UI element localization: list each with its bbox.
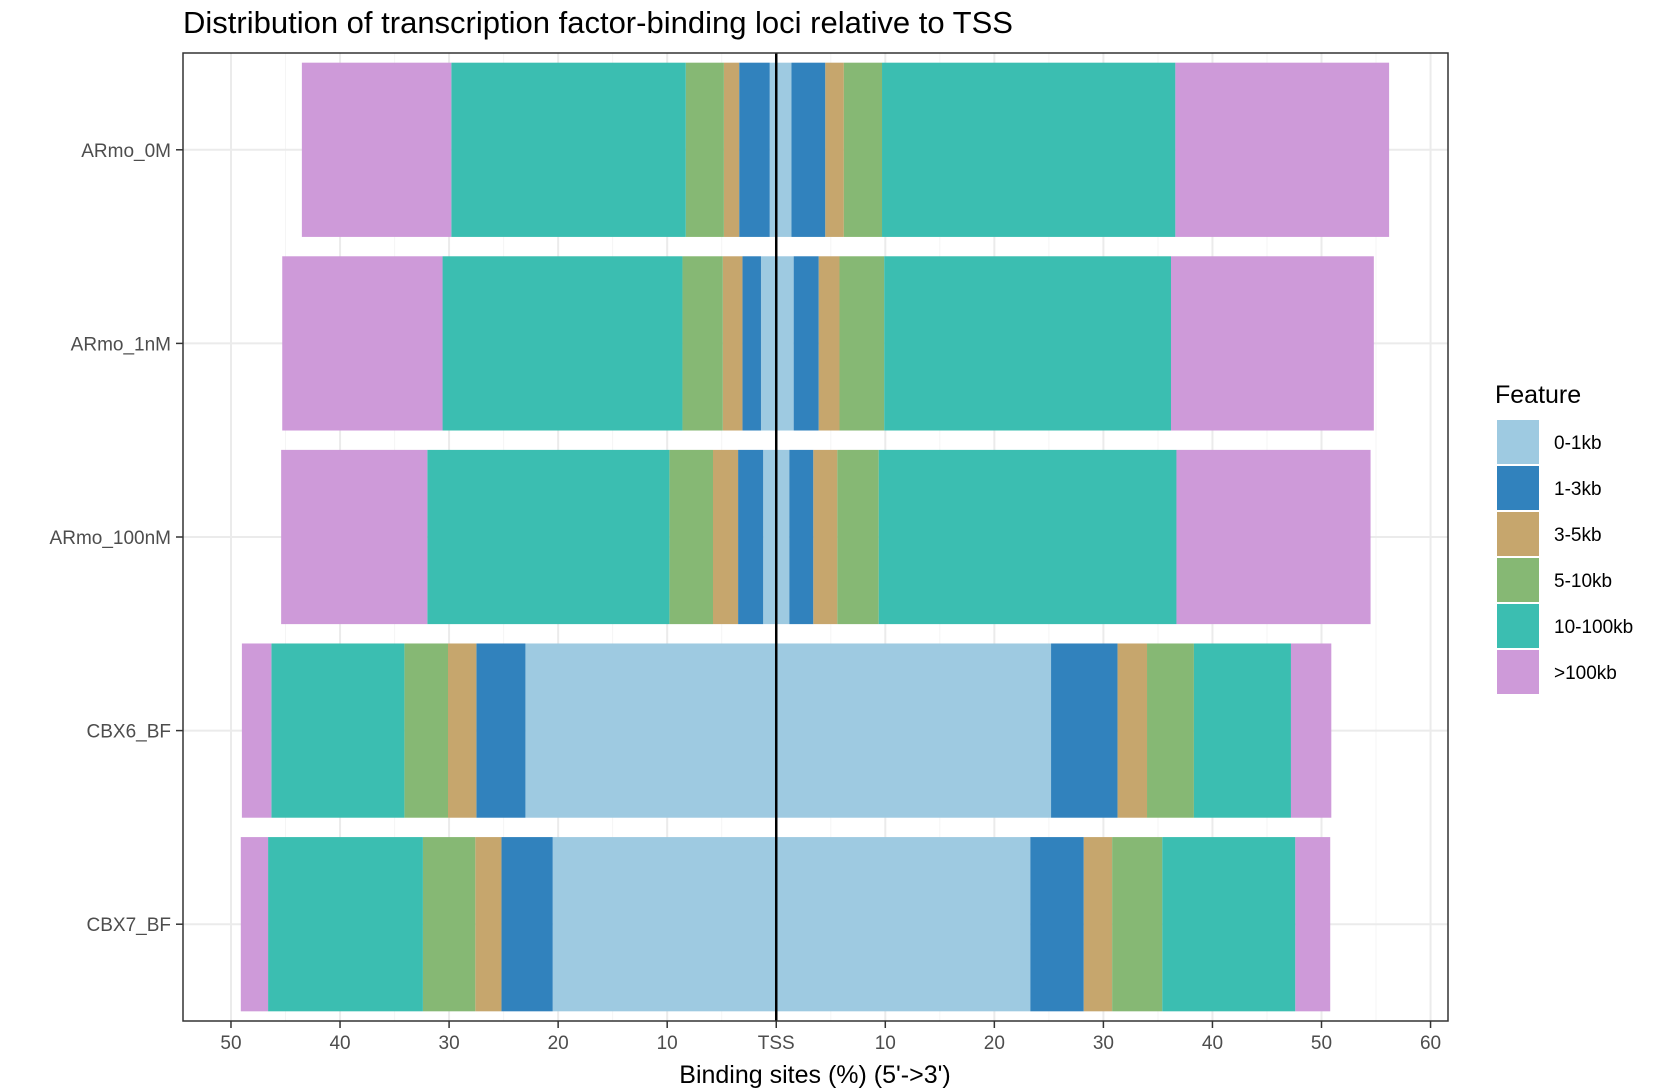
bar-segment-downstream [839,256,885,431]
legend-label: 5-10kb [1554,571,1612,592]
bar-segment-upstream [422,837,476,1012]
y-tick-label: ARmo_0M [81,141,171,162]
bar-segment-downstream [789,449,814,625]
bar-segment-upstream [442,256,683,431]
bar-segment-downstream [882,62,1176,237]
legend-label: 0-1kb [1554,433,1602,454]
bar-segment-upstream [475,837,502,1012]
bar-segment-downstream [878,449,1177,625]
bar-segment-downstream [1295,837,1331,1012]
y-tick-label: CBX6_BF [87,722,171,743]
x-tick-label: 30 [439,1033,460,1054]
bar-segment-downstream [1112,837,1163,1012]
bar-segment-upstream [742,256,761,431]
bar-segment-upstream [447,643,477,818]
bar-segment-upstream [501,837,553,1012]
bar-segment-downstream [1171,256,1374,431]
x-tick-label: 50 [220,1033,241,1054]
bar-segment-upstream [271,643,405,818]
legend: Feature 0-1kb 1-3kb 3-5kb 5-10kb 10-100kb >10… [1495,381,1633,694]
bar-segment-downstream [1193,643,1291,818]
bar-segment-upstream [451,62,686,237]
x-tick-label: 30 [1093,1033,1114,1054]
bar-segment-downstream [884,256,1172,431]
bar-segment-upstream [738,449,764,625]
legend-key [1497,512,1539,556]
bar-segment-downstream [813,449,838,625]
x-tick-label: 10 [875,1033,896,1054]
bar-segment-downstream [793,256,819,431]
bar-segment-upstream [404,643,448,818]
x-tick-label: TSS [758,1033,795,1054]
bar-segment-upstream [763,449,777,625]
legend-label: >100kb [1554,663,1617,684]
bar-segment-upstream [427,449,670,625]
legend-key [1497,420,1539,464]
x-tick-label: 20 [548,1033,569,1054]
legend-key [1497,650,1539,694]
legend-label: 10-100kb [1554,617,1633,638]
y-tick-label: CBX7_BF [87,915,171,936]
bar-segment-upstream [301,62,452,237]
bar-segment-upstream [669,449,713,625]
bar-segment-upstream [241,643,272,818]
bar-segment-downstream [843,62,883,237]
bar-segment-upstream [739,62,770,237]
x-tick-label: 60 [1420,1033,1441,1054]
legend-title: Feature [1495,381,1581,409]
y-tick-label: ARmo_100nM [50,528,171,549]
bar-segment-downstream [791,62,826,237]
bar-segment-downstream [776,449,790,625]
bar-segment-downstream [1147,643,1194,818]
x-tick-label: 40 [1202,1033,1223,1054]
bar-segment-upstream [769,62,777,237]
chart-title: Distribution of transcription factor-bin… [183,5,1013,40]
y-axis: ARmo_0M ARmo_1nM ARmo_100nM CBX6_BF CBX7_BF [50,141,183,936]
bar-segment-upstream [282,256,443,431]
bar-segment-upstream [476,643,526,818]
bar-segment-downstream [1117,643,1148,818]
bar-segment-downstream [1176,449,1371,625]
legend-label: 1-3kb [1554,479,1602,500]
bar-segment-downstream [825,62,844,237]
bar-segment-downstream [776,643,1052,818]
bar-segment-upstream [281,449,428,625]
bar-segment-downstream [1162,837,1296,1012]
x-axis: 50 40 30 20 10 TSS 10 20 30 40 50 60 [220,1021,1441,1054]
x-tick-label: 10 [657,1033,678,1054]
bar-segment-upstream [712,449,739,625]
bar-segment-downstream [1083,837,1113,1012]
bar-segment-upstream [723,62,740,237]
bar-segment-upstream [682,256,723,431]
bar-segment-upstream [240,837,269,1012]
bar-segment-upstream [552,837,777,1012]
legend-key [1497,604,1539,648]
bar-segment-downstream [776,837,1031,1012]
bar-segment-downstream [1290,643,1332,818]
legend-items: 0-1kb 1-3kb 3-5kb 5-10kb 10-100kb >100kb [1497,420,1633,694]
legend-label: 3-5kb [1554,525,1602,546]
x-tick-label: 20 [984,1033,1005,1054]
bar-segment-downstream [837,449,879,625]
x-tick-label: 50 [1311,1033,1332,1054]
bar-segment-downstream [776,256,794,431]
bar-segment-downstream [1051,643,1118,818]
bar-segment-downstream [1030,837,1084,1012]
y-tick-label: ARmo_1nM [71,334,171,355]
legend-key [1497,558,1539,602]
legend-key [1497,466,1539,510]
x-axis-title: Binding sites (%) (5'->3') [679,1061,950,1089]
bar-segment-downstream [776,62,792,237]
bar-segment-upstream [685,62,724,237]
bar-segment-upstream [525,643,777,818]
bar-segment-downstream [818,256,840,431]
bar-segment-upstream [722,256,743,431]
bar-segment-upstream [760,256,777,431]
bars [240,62,1390,1012]
bar-segment-downstream [1175,62,1390,237]
x-tick-label: 40 [329,1033,350,1054]
bar-segment-upstream [268,837,423,1012]
